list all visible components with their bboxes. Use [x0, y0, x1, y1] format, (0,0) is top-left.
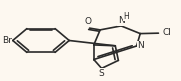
- Text: Cl: Cl: [162, 28, 171, 37]
- Text: H: H: [123, 12, 129, 21]
- Text: S: S: [99, 69, 104, 78]
- Text: N: N: [138, 41, 144, 50]
- Text: N: N: [118, 16, 125, 25]
- Text: O: O: [85, 17, 92, 26]
- Text: Br: Br: [2, 36, 12, 45]
